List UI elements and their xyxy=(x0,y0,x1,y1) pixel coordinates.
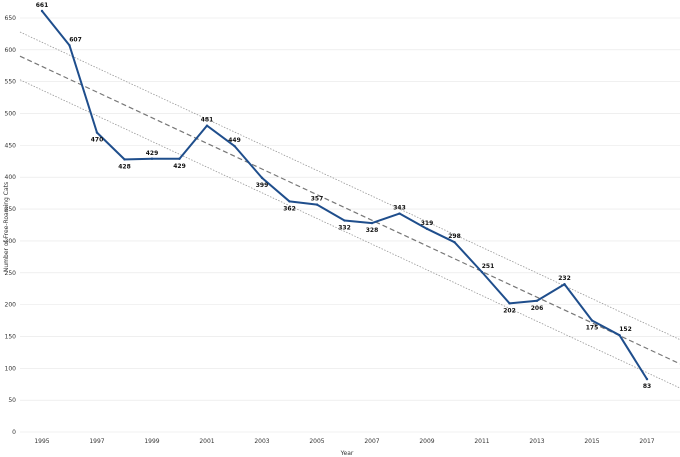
x-tick-label: 2015 xyxy=(584,438,599,445)
data-label: 206 xyxy=(531,305,544,312)
data-point xyxy=(68,44,71,47)
data-point xyxy=(315,203,319,206)
data-label: 449 xyxy=(228,137,241,144)
confidence-band xyxy=(19,31,680,389)
data-label: 152 xyxy=(619,326,632,333)
confidence-upper-line xyxy=(19,31,680,341)
data-point xyxy=(480,270,484,274)
data-point xyxy=(590,319,594,322)
y-tick-label: 50 xyxy=(8,397,16,404)
x-tick-label: 2009 xyxy=(419,438,434,445)
data-label: 428 xyxy=(118,163,131,170)
y-tick-label: 550 xyxy=(5,79,17,86)
data-label: 328 xyxy=(366,227,379,234)
data-label: 357 xyxy=(311,196,324,203)
data-point xyxy=(618,333,621,337)
x-tick-label: 2017 xyxy=(639,438,654,445)
x-axis-ticks: 1995 1997 1999 2001 2003 2005 2007 2009 2011 2013… xyxy=(34,438,654,445)
data-label: 362 xyxy=(283,205,296,212)
y-tick-label: 150 xyxy=(5,333,17,340)
data-point xyxy=(123,158,126,161)
y-tick-label: 450 xyxy=(5,142,17,149)
x-tick-label: 2003 xyxy=(254,438,269,445)
x-tick-label: 2011 xyxy=(474,438,489,445)
data-label: 607 xyxy=(69,36,82,43)
data-label: 481 xyxy=(201,117,214,124)
y-tick-label: 300 xyxy=(5,238,17,245)
data-label: 251 xyxy=(482,263,495,270)
data-label: 429 xyxy=(146,150,159,157)
data-label: 470 xyxy=(91,137,104,144)
data-label: 232 xyxy=(558,275,571,282)
series-line xyxy=(41,10,648,380)
data-point xyxy=(398,212,401,215)
y-tick-label: 400 xyxy=(5,174,17,181)
data-point xyxy=(288,200,291,203)
data-label: 202 xyxy=(503,307,516,314)
data-point xyxy=(95,131,99,134)
data-point xyxy=(563,283,566,286)
data-label: 298 xyxy=(448,233,461,240)
data-point xyxy=(370,221,374,225)
data-point xyxy=(425,227,429,231)
x-tick-label: 1995 xyxy=(34,438,49,445)
y-tick-label: 0 xyxy=(12,429,16,436)
x-axis-title: Year xyxy=(340,450,354,457)
data-label: 429 xyxy=(173,163,186,170)
y-axis-title: Number of Free-Roaming Cats xyxy=(3,182,10,272)
data-point xyxy=(535,299,539,302)
x-tick-label: 2007 xyxy=(364,438,379,445)
y-axis-ticks: 0 50 100 150 200 250 300 350 400 450 500 550 600 650 xyxy=(5,15,17,436)
y-tick-label: 200 xyxy=(5,302,17,309)
data-point xyxy=(150,157,154,160)
x-tick-label: 2013 xyxy=(529,438,544,445)
data-point xyxy=(453,240,456,244)
data-labels: 661 607 470 428 429 429 481 449 399 362 357 332 328 3… xyxy=(36,2,651,390)
y-tick-label: 600 xyxy=(5,47,17,54)
data-point xyxy=(645,377,649,381)
y-tick-label: 650 xyxy=(5,15,17,22)
series-group xyxy=(40,9,649,381)
data-label: 319 xyxy=(421,220,434,227)
data-label: 661 xyxy=(36,2,49,9)
y-tick-label: 100 xyxy=(5,365,17,372)
x-tick-label: 1997 xyxy=(89,438,104,445)
data-point xyxy=(260,176,264,180)
y-tick-label: 500 xyxy=(5,111,17,118)
trend-line xyxy=(19,55,680,365)
data-label: 83 xyxy=(643,383,651,390)
x-tick-label: 2005 xyxy=(309,438,324,445)
trend-line-group xyxy=(19,55,680,365)
y-tick-label: 350 xyxy=(5,206,17,213)
data-label: 399 xyxy=(256,182,269,189)
data-label: 332 xyxy=(338,225,351,232)
x-tick-label: 1999 xyxy=(144,438,159,445)
data-point xyxy=(205,124,209,127)
data-point xyxy=(178,157,181,160)
data-label: 343 xyxy=(393,205,406,212)
data-point xyxy=(343,219,346,222)
gridlines xyxy=(20,17,680,433)
y-tick-label: 250 xyxy=(5,270,17,277)
data-label: 175 xyxy=(586,325,599,332)
confidence-lower-line xyxy=(19,79,680,389)
data-point xyxy=(40,9,44,13)
x-tick-label: 2001 xyxy=(199,438,214,445)
data-point xyxy=(233,144,236,148)
data-point xyxy=(508,302,511,305)
